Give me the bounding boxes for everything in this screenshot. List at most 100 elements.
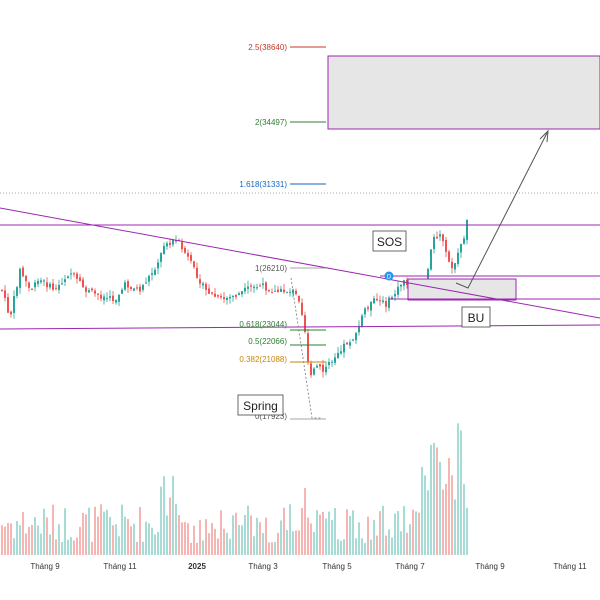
candle [223,291,225,304]
candle [169,238,171,249]
candle [58,279,60,294]
volume-bar [214,528,216,555]
volume-bar [166,515,168,555]
volume-bar [460,430,462,555]
volume-bar [448,458,450,555]
candle [355,331,357,344]
arrow-head [539,129,549,143]
fib-label-1-618: 1.618(31331) [239,180,287,189]
candle [214,288,216,298]
volume-bar [169,497,171,555]
candle [325,361,327,376]
volume-bar [7,523,9,555]
volume-bar [271,542,273,555]
volume-bar [145,521,147,555]
candle [97,293,99,301]
volume-bar [376,535,378,555]
sos-label-box [372,230,407,252]
candle [310,360,312,378]
x-tick-label: Tháng 11 [103,562,137,571]
volume-bar [64,508,66,555]
volume-bar [19,525,21,555]
volume-bar [61,542,63,555]
fib-label-0: 0(17923) [255,412,287,421]
volume-bar [430,444,432,555]
volume-bar [211,523,213,555]
volume-bar [160,486,162,555]
candle [160,252,162,268]
volume-bar [202,540,204,555]
volume-bar [232,515,234,555]
candle [103,293,105,305]
volume-bar [259,522,261,555]
volume-bars [1,423,468,555]
candle [286,291,288,294]
volume-bar [355,538,357,555]
volume-bar [100,504,102,555]
x-tick-label: Tháng 3 [248,562,278,571]
volume-bar [451,475,453,555]
candle [61,277,63,286]
candle [235,294,237,300]
volume-bar [295,530,297,555]
volume-bar [250,515,252,555]
candle [460,243,462,258]
volume-bar [229,538,231,555]
volume-bar [241,525,243,555]
volume-bar [442,489,444,555]
volume-bar [328,511,330,555]
candle [298,295,300,304]
candle [229,294,231,304]
candle [451,257,453,274]
candle [271,288,273,294]
volume-bar [82,512,84,555]
volume-bar [334,508,336,555]
volume-bar [331,519,333,555]
volume-bar [172,475,174,555]
candle [130,285,132,292]
x-tick-label: Tháng 9 [475,562,505,571]
candle [454,262,456,274]
candle [22,265,24,278]
fibonacci-levels: 2.5(38640) 2(34497) 1.618(31331) 1(26210… [239,43,326,421]
volume-bar [181,522,183,555]
volume-bar [139,506,141,555]
fib-label-0-5: 0.5(22066) [248,337,287,346]
candle [319,363,321,371]
x-tick-label: 2025 [188,562,206,571]
volume-bar [343,539,345,555]
candle [202,281,204,289]
candle [40,277,42,284]
volume-bar [403,506,405,555]
dividend-marker[interactable] [384,271,394,281]
volume-bar [16,520,18,555]
volume-bar [217,538,219,555]
candle [67,275,69,279]
volume-bar [46,517,48,555]
candle [28,281,30,292]
candle [85,285,87,298]
candle [364,306,366,318]
candle [436,231,438,240]
volume-bar [364,542,366,555]
candle [379,295,381,306]
candle [100,290,102,302]
volume-bar [394,513,396,555]
bu-label-box [461,306,491,328]
candle [211,291,213,296]
candle [313,367,315,376]
x-tick-label: Tháng 9 [30,562,60,571]
candle [196,262,198,279]
volume-bar [292,531,294,555]
candle [217,294,219,299]
candle [127,279,129,293]
x-tick-label: Tháng 5 [322,562,352,571]
candle [442,233,444,247]
candle [361,313,363,328]
candle [151,267,153,281]
volume-bar [115,524,117,555]
candle [367,305,369,312]
candle [337,347,339,359]
candle [340,345,342,356]
